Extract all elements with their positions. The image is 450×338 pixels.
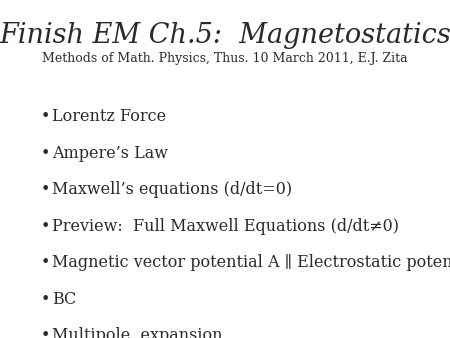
Text: BC: BC	[52, 291, 76, 308]
Text: Multipole  expansion: Multipole expansion	[52, 327, 222, 338]
Text: Methods of Math. Physics, Thus. 10 March 2011, E.J. Zita: Methods of Math. Physics, Thus. 10 March…	[42, 52, 408, 65]
Text: Maxwell’s equations (d/dt=0): Maxwell’s equations (d/dt=0)	[52, 181, 292, 198]
Text: •: •	[40, 254, 50, 271]
Text: •: •	[40, 291, 50, 308]
Text: •: •	[40, 218, 50, 235]
Text: •: •	[40, 327, 50, 338]
Text: •: •	[40, 181, 50, 198]
Text: Magnetic vector potential A ∥ Electrostatic potential V: Magnetic vector potential A ∥ Electrosta…	[52, 254, 450, 271]
Text: Lorentz Force: Lorentz Force	[52, 108, 166, 125]
Text: Ampere’s Law: Ampere’s Law	[52, 145, 168, 162]
Text: Finish EM Ch.5:  Magnetostatics: Finish EM Ch.5: Magnetostatics	[0, 22, 450, 49]
Text: •: •	[40, 145, 50, 162]
Text: •: •	[40, 108, 50, 125]
Text: Preview:  Full Maxwell Equations (d/dt≠0): Preview: Full Maxwell Equations (d/dt≠0)	[52, 218, 399, 235]
